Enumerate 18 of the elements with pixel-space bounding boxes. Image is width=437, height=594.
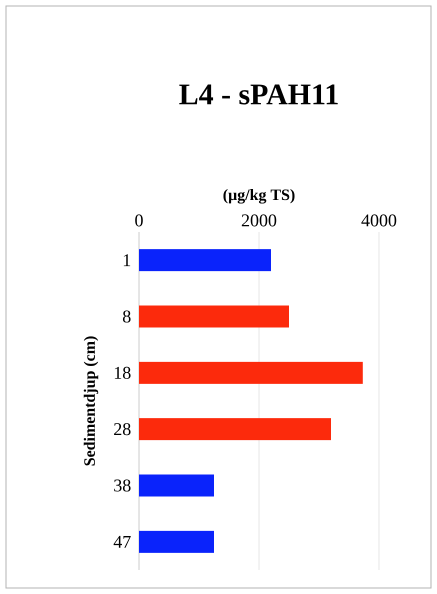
x-tick-label: 2000 xyxy=(242,214,276,226)
x-axis-title: (µg/kg TS) xyxy=(223,188,295,204)
x-tick-label: 4000 xyxy=(361,214,396,226)
y-tick-label: 8 xyxy=(122,310,131,323)
y-tick-label: 47 xyxy=(114,536,131,548)
y-tick-label: 1 xyxy=(124,254,130,266)
bar xyxy=(139,474,214,496)
y-tick-label: 18 xyxy=(114,366,131,379)
chart-title: L4 - sPAH11 xyxy=(179,84,338,105)
y-tick-label: 28 xyxy=(114,423,131,436)
bar xyxy=(139,305,289,328)
bar xyxy=(139,418,331,440)
y-axis-title: Sedimentdjup (cm) xyxy=(84,336,98,466)
x-tick-label: 0 xyxy=(135,214,143,226)
y-tick-label: 38 xyxy=(114,479,131,492)
bar xyxy=(139,530,214,553)
bar xyxy=(139,249,271,272)
bar xyxy=(139,362,363,384)
